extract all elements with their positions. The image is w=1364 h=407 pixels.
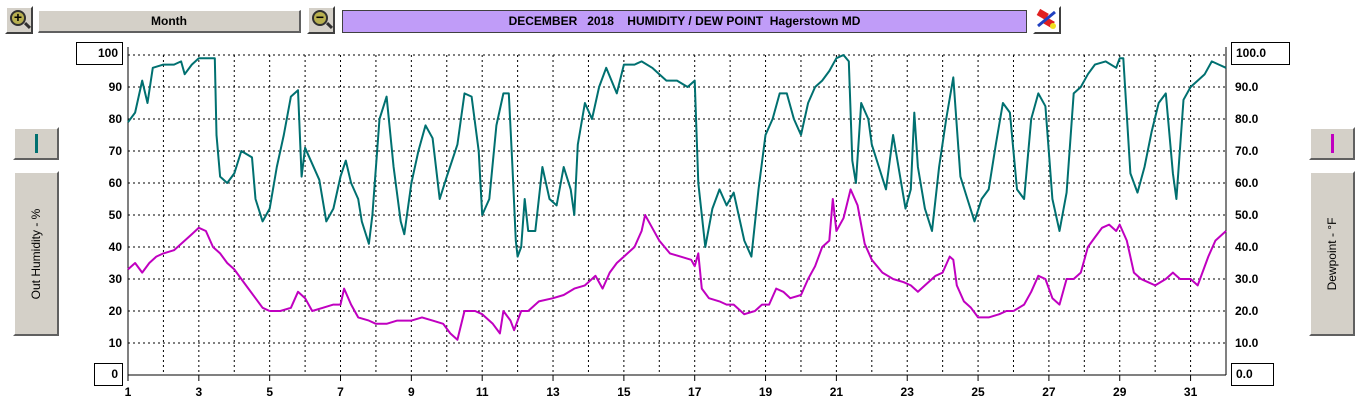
x-tick-label: 5 [266, 385, 273, 399]
left-tick-label: 50 [109, 208, 123, 222]
color-settings-button[interactable] [1033, 6, 1061, 34]
x-tick-label: 13 [546, 385, 560, 399]
x-tick-label: 17 [688, 385, 702, 399]
right-axis-label-panel: Dewpoint - °F [1309, 171, 1355, 336]
zoom-out-icon: − [312, 10, 328, 26]
chart-title: DECEMBER 2018 HUMIDITY / DEW POINT Hager… [342, 10, 1027, 33]
x-tick-label: 25 [971, 385, 985, 399]
left-tick-label: 70 [109, 144, 123, 158]
right-axis-min: 0.0 [1231, 363, 1274, 386]
period-selector[interactable]: Month [38, 10, 301, 33]
left-axis-min: 0 [94, 363, 123, 386]
right-tick-label: 50.0 [1235, 208, 1259, 222]
right-tick-label: 30.0 [1235, 272, 1259, 286]
zoom-in-icon: + [10, 10, 26, 26]
dewpoint-legend-key[interactable] [1309, 127, 1355, 160]
humidity-series-swatch [35, 134, 38, 153]
right-tick-label: 70.0 [1235, 144, 1259, 158]
left-axis-label-panel: Out Humidity - % [13, 171, 59, 336]
color-palette-icon [1036, 8, 1056, 29]
left-tick-label: 80 [109, 112, 123, 126]
x-tick-label: 27 [1042, 385, 1056, 399]
left-tick-label: 10 [109, 336, 123, 350]
right-tick-label: 40.0 [1235, 240, 1259, 254]
right-axis-max: 100.0 [1231, 42, 1290, 65]
x-tick-label: 19 [759, 385, 773, 399]
left-tick-label: 40 [109, 240, 123, 254]
zoom-out-button[interactable]: − [307, 6, 335, 34]
left-axis-max: 100 [76, 42, 123, 65]
right-tick-label: 90.0 [1235, 80, 1259, 94]
x-tick-label: 7 [337, 385, 344, 399]
x-tick-label: 21 [830, 385, 844, 399]
right-tick-label: 10.0 [1235, 336, 1259, 350]
x-tick-label: 3 [195, 385, 202, 399]
left-tick-label: 30 [109, 272, 123, 286]
dewpoint-series-line [127, 188, 1227, 341]
left-tick-label: 90 [109, 80, 123, 94]
zoom-in-button[interactable]: + [5, 6, 33, 34]
left-tick-label: 20 [109, 304, 123, 318]
right-tick-label: 80.0 [1235, 112, 1259, 126]
x-tick-label: 23 [901, 385, 915, 399]
x-tick-label: 1 [125, 385, 132, 399]
humidity-legend-key[interactable] [13, 127, 59, 160]
x-tick-label: 11 [476, 385, 489, 399]
x-tick-label: 29 [1113, 385, 1127, 399]
humidity-series-line [127, 54, 1227, 258]
x-tick-label: 31 [1184, 385, 1198, 399]
x-tick-label: 15 [617, 385, 631, 399]
left-tick-label: 60 [109, 176, 123, 190]
x-tick-label: 9 [408, 385, 415, 399]
right-tick-label: 20.0 [1235, 304, 1259, 318]
dewpoint-series-swatch [1331, 134, 1334, 153]
right-tick-label: 60.0 [1235, 176, 1259, 190]
